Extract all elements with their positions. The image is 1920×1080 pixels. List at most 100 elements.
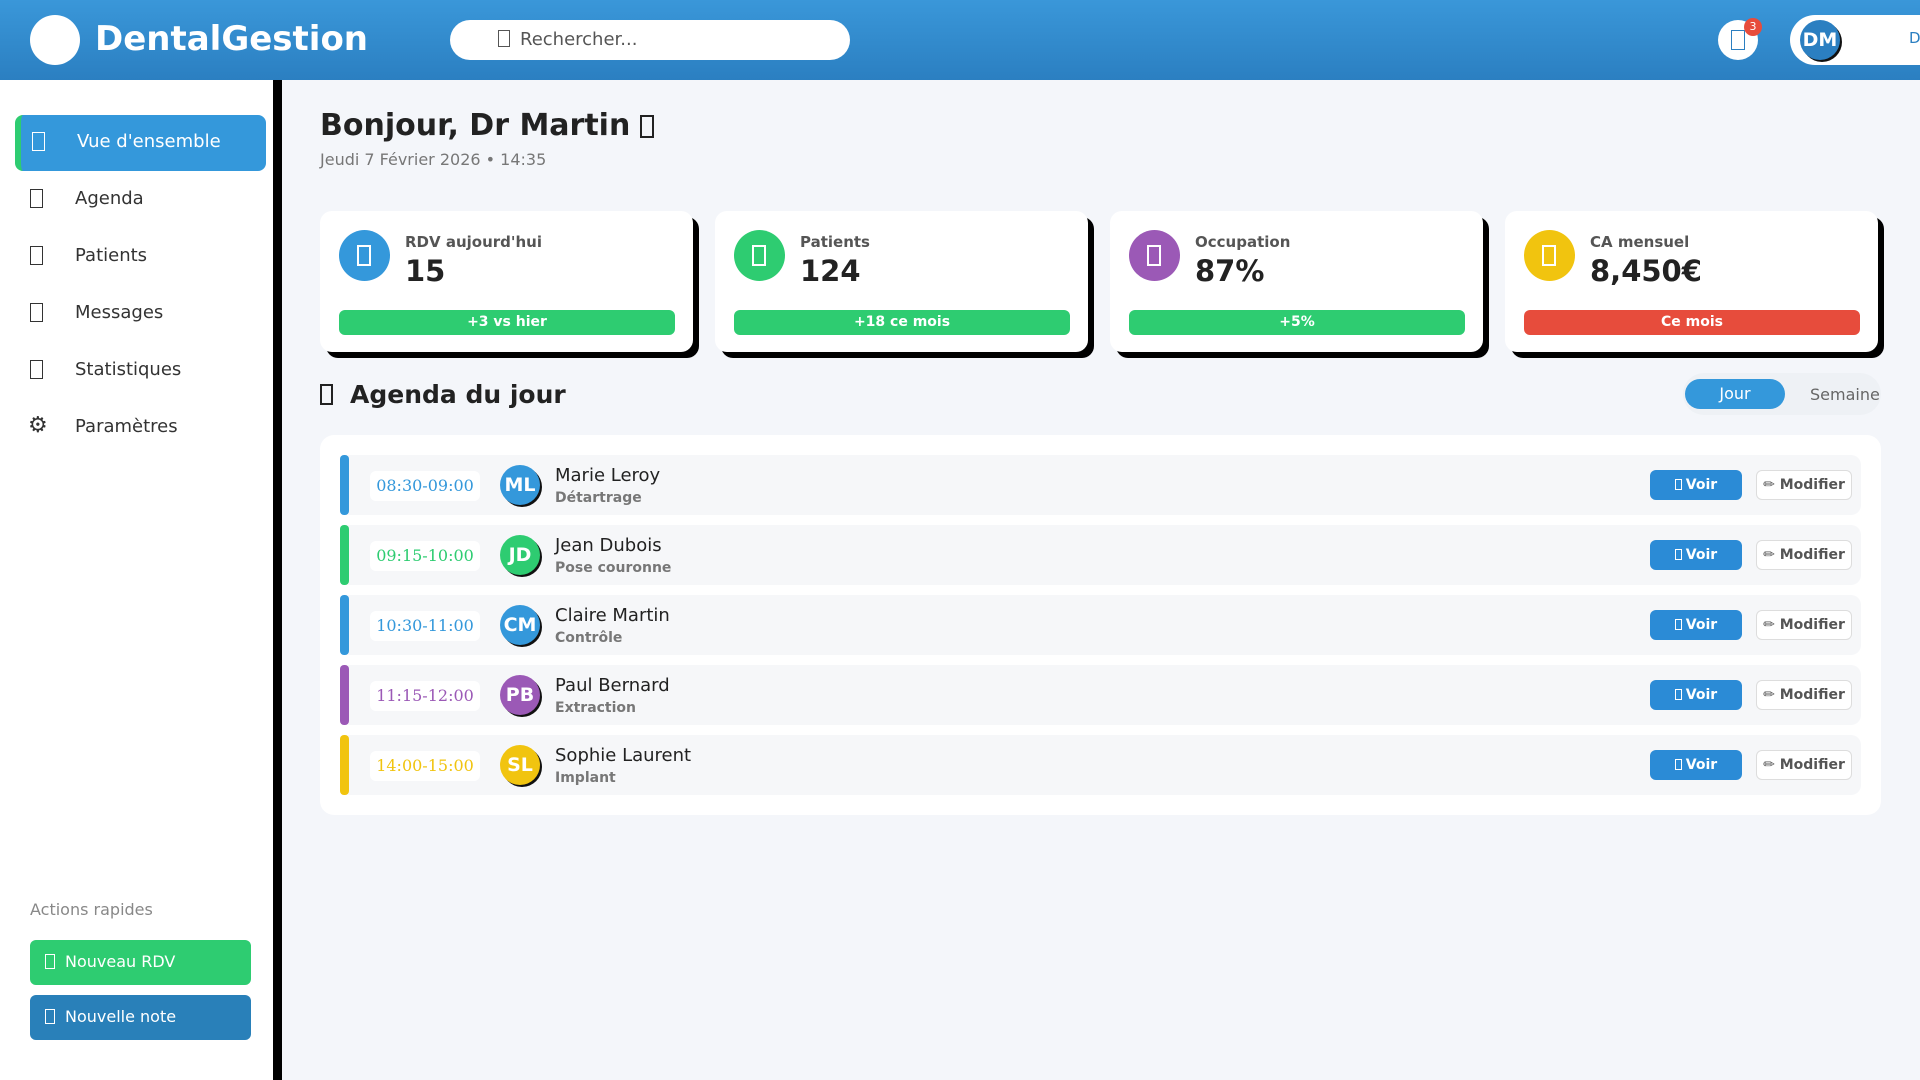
stat-label: Patients (800, 233, 870, 251)
appointment-time: 11:15-12:00 (370, 681, 480, 711)
stat-badge: Ce mois (1524, 310, 1860, 335)
color-strip (340, 735, 349, 795)
button-label: Nouveau RDV (65, 952, 176, 971)
bell-icon (1731, 30, 1745, 50)
edit-button[interactable]: ✏ Modifier (1756, 540, 1852, 570)
page-title: Bonjour, Dr Martin (320, 108, 655, 143)
list-item[interactable]: 09:15-10:00 JD Jean Dubois Pose couronne… (340, 525, 1861, 585)
view-label: Voir (1685, 477, 1718, 493)
page-title-text: Bonjour, Dr Martin (320, 108, 631, 143)
search-icon (498, 30, 510, 47)
appointment-time: 09:15-10:00 (370, 541, 480, 571)
user-menu[interactable]: DM Dr Martin (1790, 15, 1920, 65)
treatment: Extraction (555, 700, 637, 716)
appointment-time: 10:30-11:00 (370, 611, 480, 641)
edit-button[interactable]: ✏ Modifier (1756, 470, 1852, 500)
sidebar-item-statistics[interactable]: Statistiques (15, 343, 266, 399)
eye-icon (1674, 549, 1682, 560)
sidebar-item-label: Paramètres (75, 416, 178, 437)
view-button[interactable]: Voir (1650, 680, 1742, 710)
messages-icon (30, 303, 43, 322)
avatar: JD (500, 535, 540, 575)
list-item[interactable]: 08:30-09:00 ML Marie Leroy Détartrage Vo… (340, 455, 1861, 515)
stat-label: CA mensuel (1590, 233, 1690, 251)
patient-name: Marie Leroy (555, 465, 661, 486)
eye-icon (1674, 759, 1682, 770)
logo-icon[interactable] (30, 15, 80, 65)
view-label: Voir (1685, 617, 1718, 633)
edit-button[interactable]: ✏ Modifier (1756, 680, 1852, 710)
sidebar-item-label: Patients (75, 245, 148, 266)
color-strip (340, 455, 349, 515)
wave-icon (640, 115, 655, 138)
stat-label: Occupation (1195, 233, 1291, 251)
plus-icon (45, 954, 55, 969)
treatment: Détartrage (555, 490, 642, 506)
avatar: PB (500, 675, 540, 715)
view-label: Voir (1685, 757, 1718, 773)
view-toggle: Jour Semaine (1683, 373, 1881, 415)
stat-value: 87% (1195, 254, 1265, 288)
patient-name: Jean Dubois (555, 535, 662, 556)
eye-icon (1674, 689, 1682, 700)
edit-button[interactable]: ✏ Modifier (1756, 750, 1852, 780)
user-name: Dr Martin (1909, 29, 1920, 47)
sidebar-item-label: Messages (75, 302, 164, 323)
list-item[interactable]: 10:30-11:00 CM Claire Martin Contrôle Vo… (340, 595, 1861, 655)
view-button[interactable]: Voir (1650, 750, 1742, 780)
calendar-icon (320, 384, 333, 405)
notifications-button[interactable]: 3 (1718, 18, 1762, 60)
stat-card-revenue: CA mensuel 8,450€ Ce mois (1505, 211, 1878, 352)
eye-icon (1674, 619, 1682, 630)
stat-value: 8,450€ (1590, 254, 1702, 288)
appointment-time: 14:00-15:00 (370, 751, 480, 781)
sidebar-item-settings[interactable]: ⚙ Paramètres (15, 400, 266, 456)
new-note-button[interactable]: Nouvelle note (30, 995, 251, 1040)
agenda-title: Agenda du jour (320, 380, 566, 409)
tab-day[interactable]: Jour (1685, 379, 1785, 409)
gear-icon: ⚙ (28, 413, 48, 438)
note-icon (45, 1009, 55, 1024)
avatar: SL (500, 745, 540, 785)
view-button[interactable]: Voir (1650, 470, 1742, 500)
appointment-time: 08:30-09:00 (370, 471, 480, 501)
view-button[interactable]: Voir (1650, 540, 1742, 570)
button-label: Nouvelle note (65, 1007, 177, 1026)
sidebar-item-overview[interactable]: Vue d'ensemble (15, 115, 266, 171)
sidebar-item-messages[interactable]: Messages (15, 286, 266, 342)
stat-value: 124 (800, 254, 861, 288)
brand-name[interactable]: DentalGestion (95, 19, 369, 59)
stat-value: 15 (405, 254, 446, 288)
tab-week[interactable]: Semaine (1810, 385, 1880, 404)
treatment: Contrôle (555, 630, 623, 646)
sidebar-item-agenda[interactable]: Agenda (15, 172, 266, 228)
quick-actions-title: Actions rapides (30, 900, 153, 919)
stat-badge: +3 vs hier (339, 310, 675, 335)
avatar: CM (500, 605, 540, 645)
patients-icon (30, 246, 43, 265)
edit-button[interactable]: ✏ Modifier (1756, 610, 1852, 640)
stat-badge: +18 ce mois (734, 310, 1070, 335)
patient-name: Sophie Laurent (555, 745, 692, 766)
notification-badge: 3 (1744, 18, 1762, 36)
eye-icon (1674, 479, 1682, 490)
revenue-icon (1524, 230, 1575, 281)
calendar-icon (339, 230, 390, 281)
view-label: Voir (1685, 547, 1718, 563)
search-input[interactable]: Rechercher... (450, 20, 850, 60)
page-date: Jeudi 7 Février 2026 • 14:35 (320, 150, 547, 169)
color-strip (340, 525, 349, 585)
list-item[interactable]: 11:15-12:00 PB Paul Bernard Extraction V… (340, 665, 1861, 725)
new-appointment-button[interactable]: Nouveau RDV (30, 940, 251, 985)
sidebar-item-label: Agenda (75, 188, 144, 209)
overview-icon (32, 132, 45, 151)
stat-card-patients: Patients 124 +18 ce mois (715, 211, 1088, 352)
avatar: ML (500, 465, 540, 505)
sidebar-item-patients[interactable]: Patients (15, 229, 266, 285)
patients-icon (734, 230, 785, 281)
list-item[interactable]: 14:00-15:00 SL Sophie Laurent Implant Vo… (340, 735, 1861, 795)
view-button[interactable]: Voir (1650, 610, 1742, 640)
treatment: Pose couronne (555, 560, 672, 576)
agenda-title-text: Agenda du jour (350, 380, 566, 409)
stat-label: RDV aujourd'hui (405, 233, 542, 251)
